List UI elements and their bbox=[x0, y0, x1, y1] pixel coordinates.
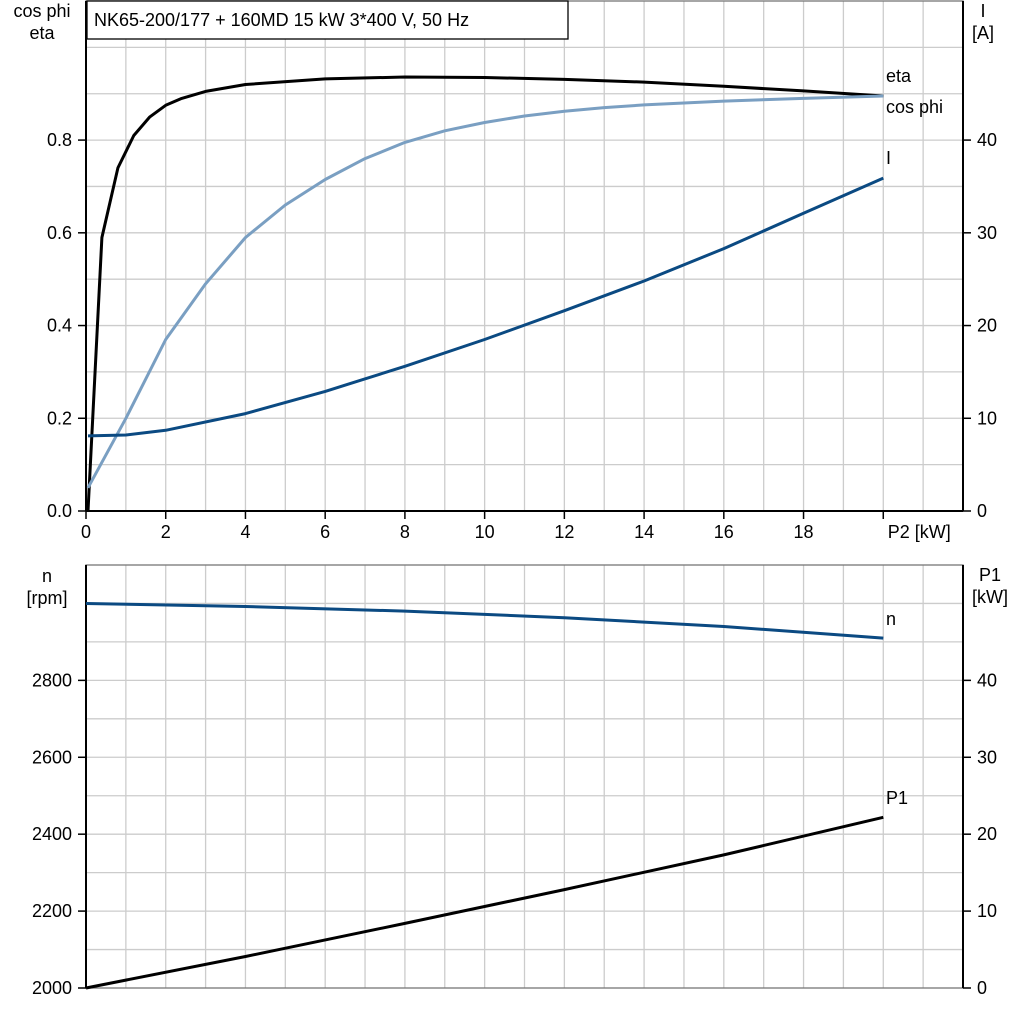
y-tick-label-left: 0.4 bbox=[47, 316, 72, 336]
y-tick-label-right: 40 bbox=[977, 130, 997, 150]
x-tick-label: 0 bbox=[81, 522, 91, 542]
x-tick-label: 14 bbox=[634, 522, 654, 542]
y-axis-label-left: cos phi bbox=[13, 1, 70, 21]
y-tick-label-right: 20 bbox=[977, 316, 997, 336]
y-axis-label-left: [rpm] bbox=[26, 588, 67, 608]
x-tick-label: 6 bbox=[320, 522, 330, 542]
y-axis-label-left: n bbox=[42, 566, 52, 586]
y-axis-label-right: [kW] bbox=[972, 587, 1008, 607]
y-axis-label-left: eta bbox=[29, 23, 55, 43]
series-line-eta bbox=[86, 75, 884, 512]
x-tick-label: 10 bbox=[475, 522, 495, 542]
chart-title: NK65-200/177 + 160MD 15 kW 3*400 V, 50 H… bbox=[94, 10, 469, 30]
y-tick-label-left: 2000 bbox=[32, 978, 72, 998]
y-tick-label-left: 0.8 bbox=[47, 130, 72, 150]
y-tick-label-left: 2600 bbox=[32, 747, 72, 767]
y-tick-label-right: 30 bbox=[977, 747, 997, 767]
series-label-cos-phi: cos phi bbox=[886, 97, 943, 117]
series-label-P1: P1 bbox=[886, 788, 908, 808]
y-tick-label-left: 2200 bbox=[32, 901, 72, 921]
x-tick-label: 2 bbox=[161, 522, 171, 542]
series-label-eta: eta bbox=[886, 66, 912, 86]
y-tick-label-left: 2800 bbox=[32, 670, 72, 690]
y-axis-label-right: I bbox=[980, 1, 985, 21]
y-tick-label-right: 10 bbox=[977, 408, 997, 428]
title-box bbox=[86, 0, 569, 40]
series-line-n bbox=[85, 602, 884, 640]
y-tick-label-right: 0 bbox=[977, 501, 987, 521]
y-axis-label-right: [A] bbox=[972, 23, 994, 43]
y-tick-label-left: 0.6 bbox=[47, 223, 72, 243]
series-label-n: n bbox=[886, 609, 896, 629]
series-line-P1 bbox=[85, 815, 884, 990]
x-tick-label: 4 bbox=[240, 522, 250, 542]
x-tick-label: 16 bbox=[714, 522, 734, 542]
y-tick-label-right: 40 bbox=[977, 670, 997, 690]
series-line-I bbox=[87, 176, 884, 438]
y-tick-label-right: 0 bbox=[977, 978, 987, 998]
y-tick-label-right: 30 bbox=[977, 223, 997, 243]
x-tick-label: 8 bbox=[400, 522, 410, 542]
series-label-I: I bbox=[886, 148, 891, 168]
x-axis-label: P2 [kW] bbox=[888, 522, 951, 542]
y-tick-label-left: 2400 bbox=[32, 824, 72, 844]
series-line-cos-phi bbox=[86, 94, 884, 489]
y-tick-label-right: 10 bbox=[977, 901, 997, 921]
y-tick-label-left: 0.0 bbox=[47, 501, 72, 521]
x-tick-label: 18 bbox=[794, 522, 814, 542]
y-axis-label-right: P1 bbox=[979, 565, 1001, 585]
y-tick-label-right: 20 bbox=[977, 824, 997, 844]
y-tick-label-left: 0.2 bbox=[47, 408, 72, 428]
x-tick-label: 12 bbox=[554, 522, 574, 542]
